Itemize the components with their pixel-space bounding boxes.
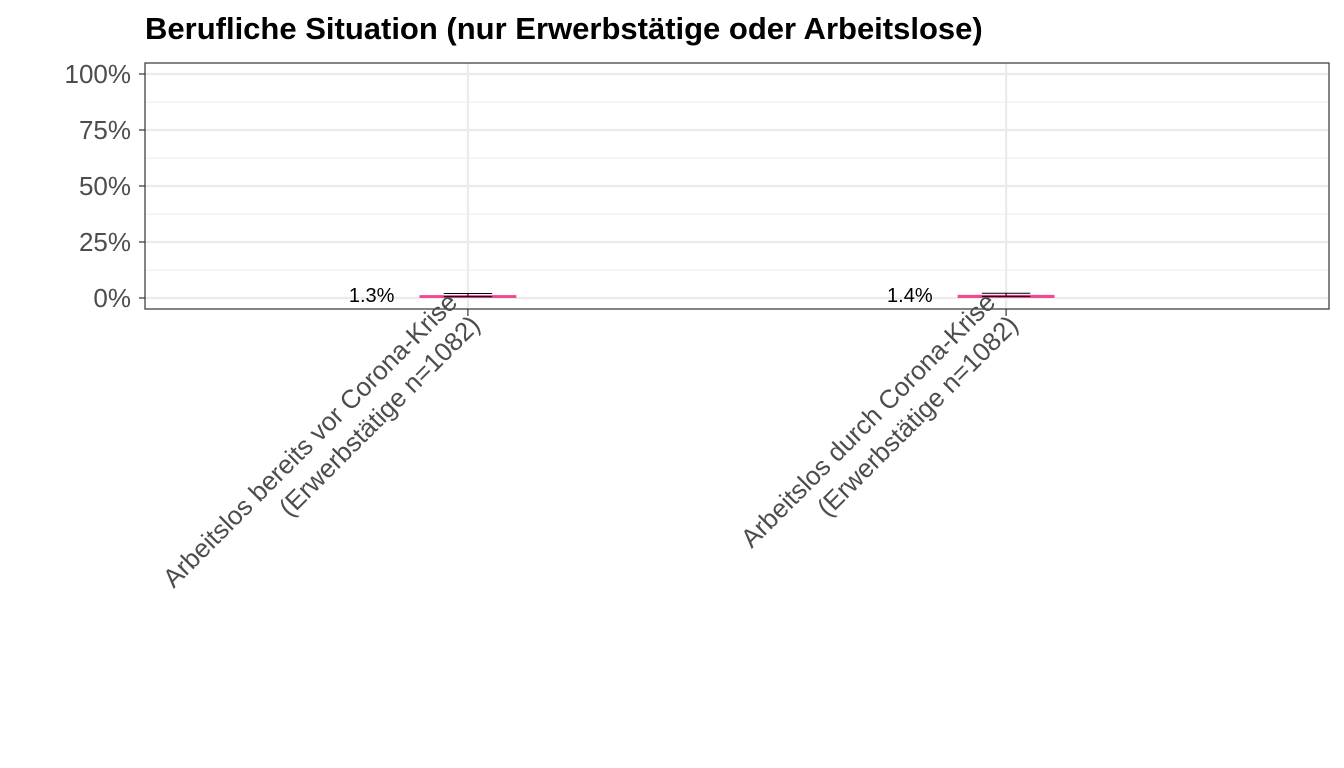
x-tick-label: Arbeitslos bereits vor Corona-Krise(Erwe… — [157, 287, 486, 593]
x-tick-label-line: Arbeitslos bereits vor Corona-Krise — [157, 287, 463, 593]
data-label: 1.4% — [887, 285, 933, 307]
x-tick-label-line: Arbeitslos durch Corona-Krise — [735, 287, 1001, 553]
y-axis: 0% 25% 50% 75% 100% — [65, 59, 145, 313]
y-tick-label: 75% — [79, 115, 131, 145]
x-tick-label-line: (Erwerbstätige n=1082) — [811, 309, 1024, 522]
chart-title: Berufliche Situation (nur Erwerbstätige … — [145, 11, 983, 46]
y-tick-label: 0% — [93, 283, 131, 313]
data-label: 1.3% — [349, 285, 395, 307]
data-labels: 1.3% 1.4% — [349, 285, 933, 307]
x-axis: Arbeitslos bereits vor Corona-Krise(Erwe… — [157, 287, 1024, 593]
x-tick-label-line: (Erwerbstätige n=1082) — [273, 309, 486, 522]
y-tick-label: 100% — [65, 59, 132, 89]
error-bars — [443, 292, 1031, 298]
y-tick-label: 25% — [79, 227, 131, 257]
y-tick-label: 50% — [79, 171, 131, 201]
x-tick-label: Arbeitslos durch Corona-Krise(Erwerbstät… — [735, 287, 1024, 553]
gridlines — [145, 63, 1329, 309]
